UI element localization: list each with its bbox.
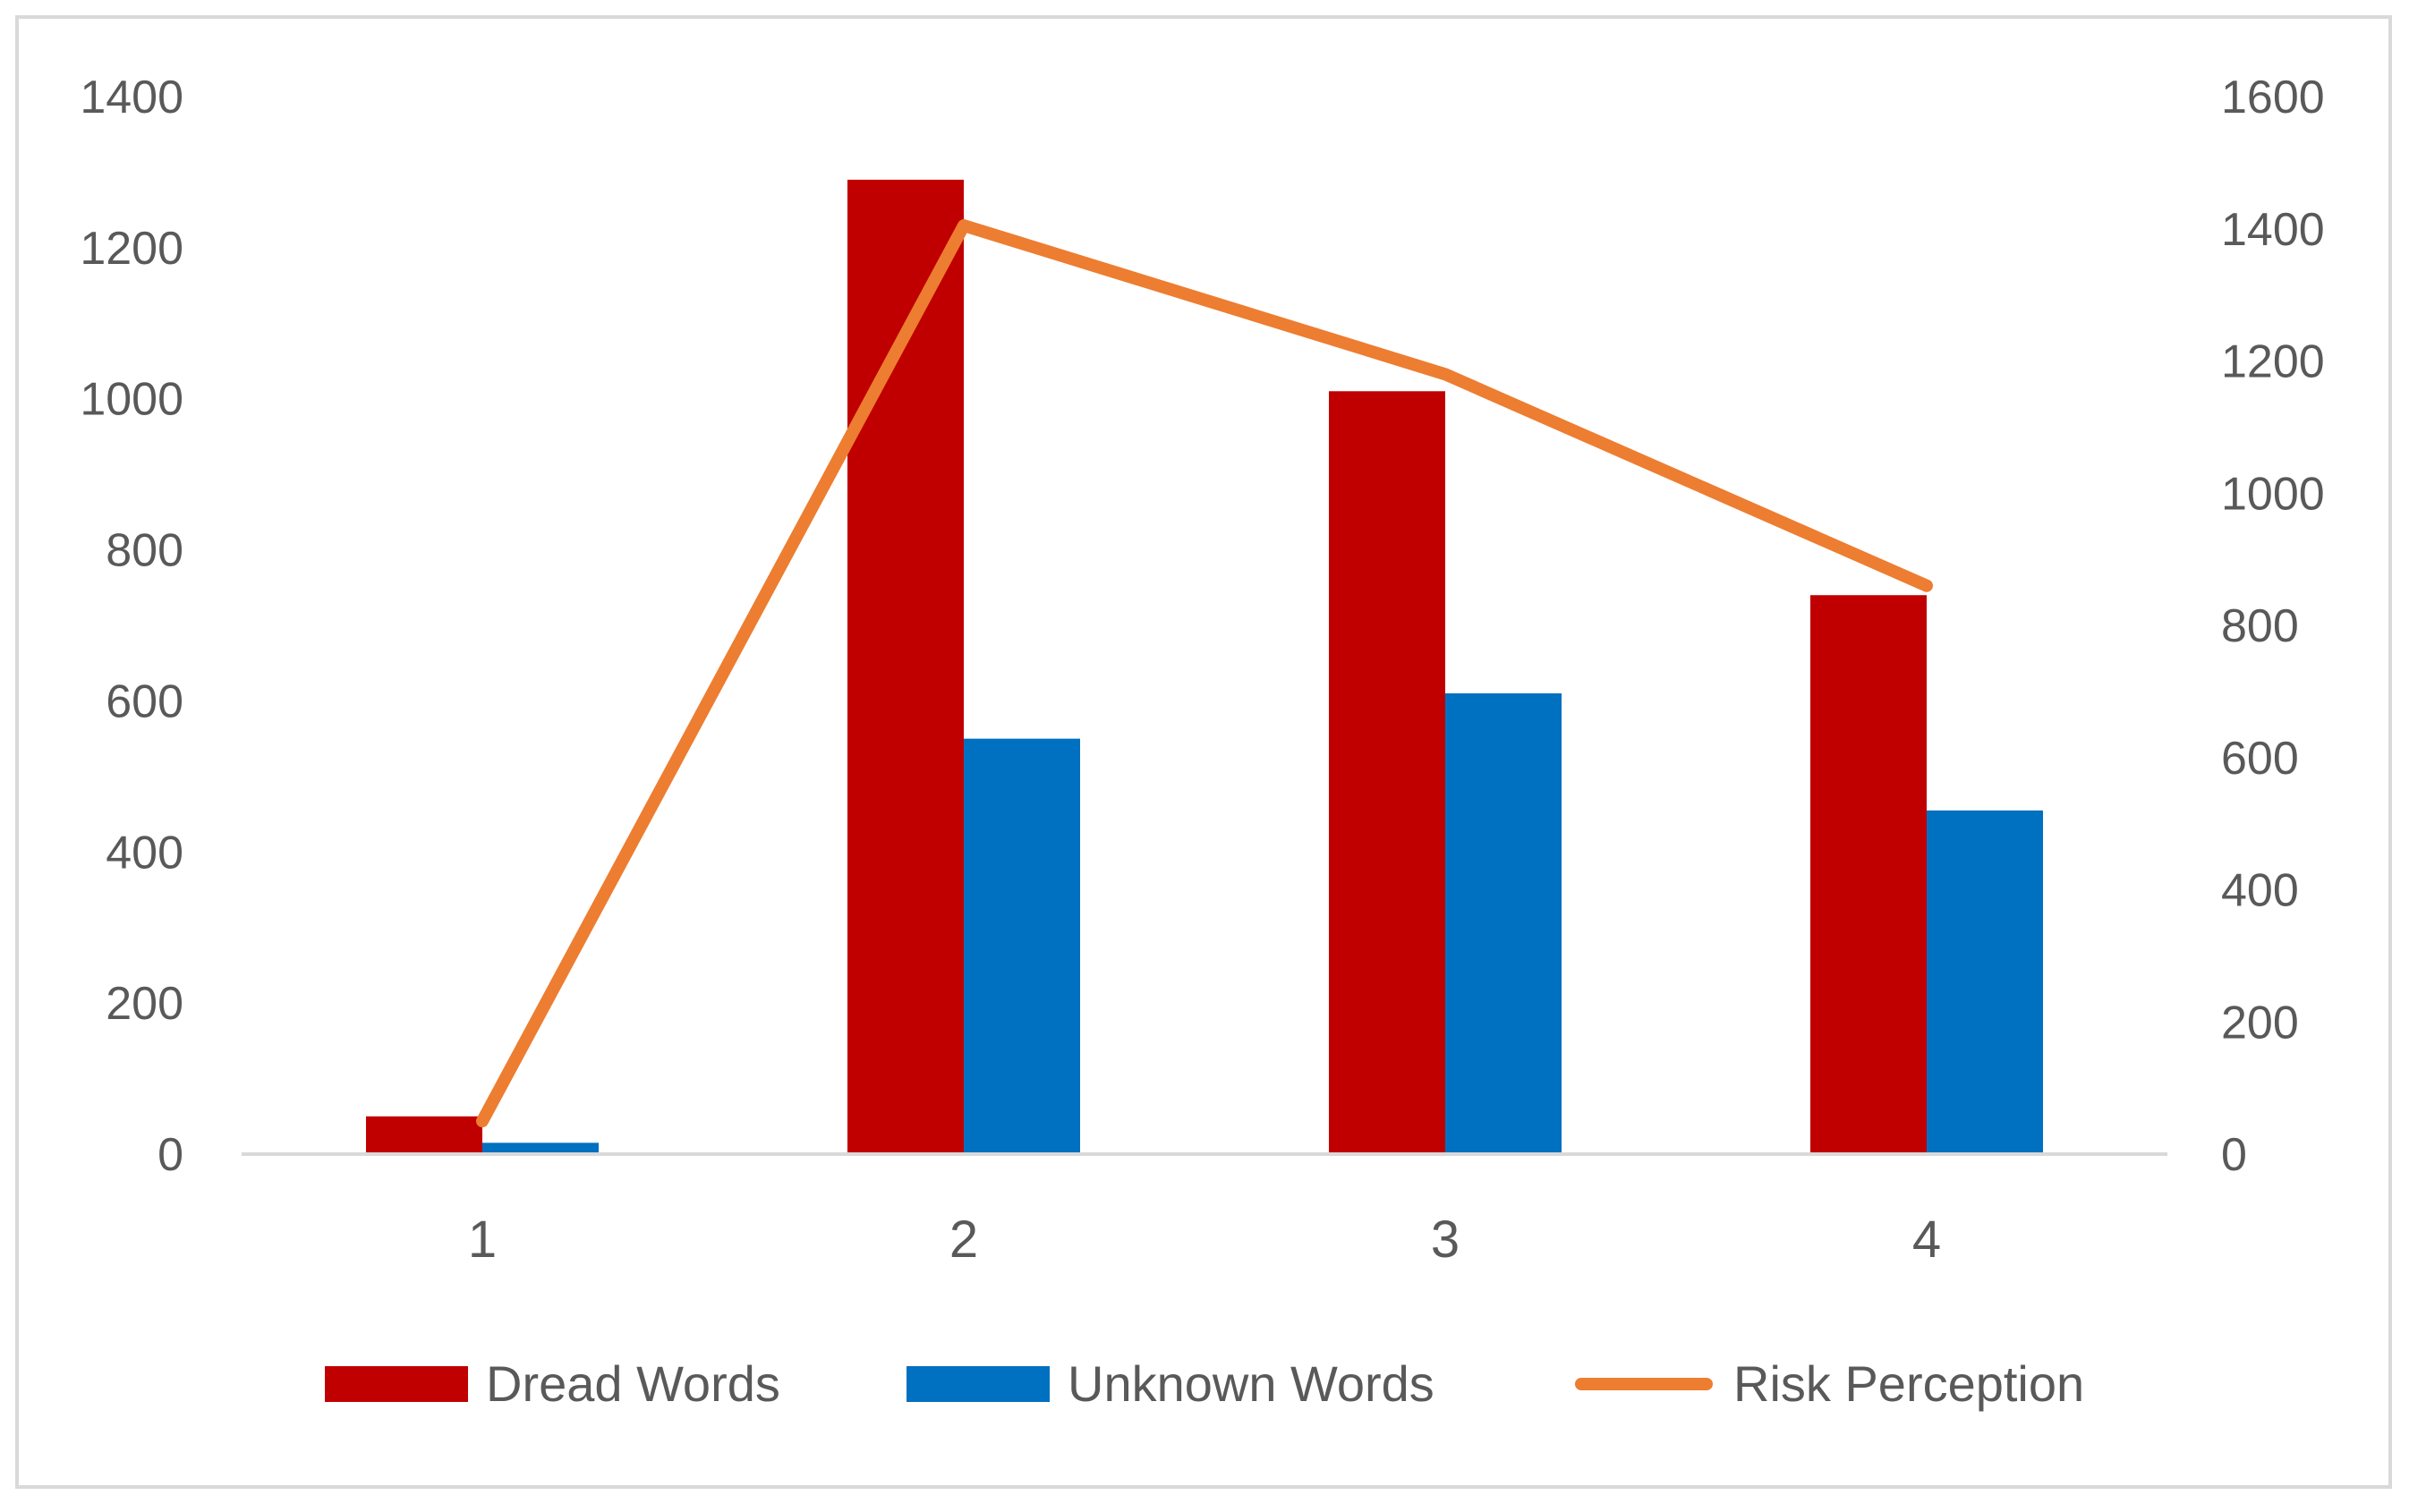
y-right-tick-label: 400 bbox=[2221, 865, 2299, 917]
bar-unknown-words bbox=[1445, 692, 1562, 1154]
legend: Dread Words Unknown Words Risk Perception bbox=[325, 1355, 2084, 1412]
x-tick-label: 1 bbox=[468, 1210, 497, 1269]
y-axis-left: 0 200 400 600 800 1000 1200 1400 bbox=[80, 72, 183, 1181]
y-left-tick-label: 600 bbox=[106, 675, 183, 727]
legend-swatch bbox=[325, 1366, 468, 1402]
bar-unknown-words bbox=[482, 1142, 599, 1154]
line-risk-perception bbox=[476, 219, 1933, 1128]
bar-dread-words bbox=[1810, 595, 1927, 1154]
x-tick-label: 3 bbox=[1431, 1210, 1460, 1269]
y-right-tick-label: 1200 bbox=[2221, 336, 2325, 388]
y-left-tick-label: 400 bbox=[106, 827, 183, 879]
chart-border bbox=[15, 15, 2392, 1489]
x-tick-label: 4 bbox=[1912, 1210, 1941, 1269]
x-axis: 1 2 3 4 bbox=[468, 1210, 1941, 1269]
bar-series-group bbox=[366, 179, 2043, 1154]
x-tick-label: 2 bbox=[949, 1210, 978, 1269]
y-right-tick-label: 1400 bbox=[2221, 204, 2325, 256]
y-right-tick-label: 1000 bbox=[2221, 468, 2325, 520]
bar-dread-words bbox=[366, 1116, 482, 1154]
y-left-tick-label: 200 bbox=[106, 978, 183, 1030]
y-axis-right: 0 200 400 600 800 1000 1200 1400 1600 bbox=[2221, 72, 2325, 1181]
y-left-tick-label: 800 bbox=[106, 525, 183, 577]
y-right-tick-label: 800 bbox=[2221, 600, 2299, 652]
legend-label: Dread Words bbox=[486, 1355, 780, 1412]
y-right-tick-label: 200 bbox=[2221, 997, 2299, 1049]
y-left-tick-label: 1000 bbox=[80, 374, 183, 426]
y-right-tick-label: 0 bbox=[2221, 1129, 2247, 1181]
legend-swatch bbox=[907, 1366, 1050, 1402]
bar-unknown-words bbox=[964, 738, 1080, 1154]
y-left-tick-label: 1400 bbox=[80, 72, 183, 123]
legend-label: Risk Perception bbox=[1733, 1355, 2084, 1412]
bar-dread-words bbox=[1329, 391, 1445, 1154]
line-series-group bbox=[476, 219, 1933, 1128]
y-left-tick-label: 0 bbox=[157, 1129, 183, 1181]
y-left-tick-label: 1200 bbox=[80, 223, 183, 275]
y-right-tick-label: 1600 bbox=[2221, 72, 2325, 123]
bar-unknown-words bbox=[1927, 810, 2043, 1154]
y-right-tick-label: 600 bbox=[2221, 733, 2299, 785]
legend-label: Unknown Words bbox=[1068, 1355, 1434, 1412]
